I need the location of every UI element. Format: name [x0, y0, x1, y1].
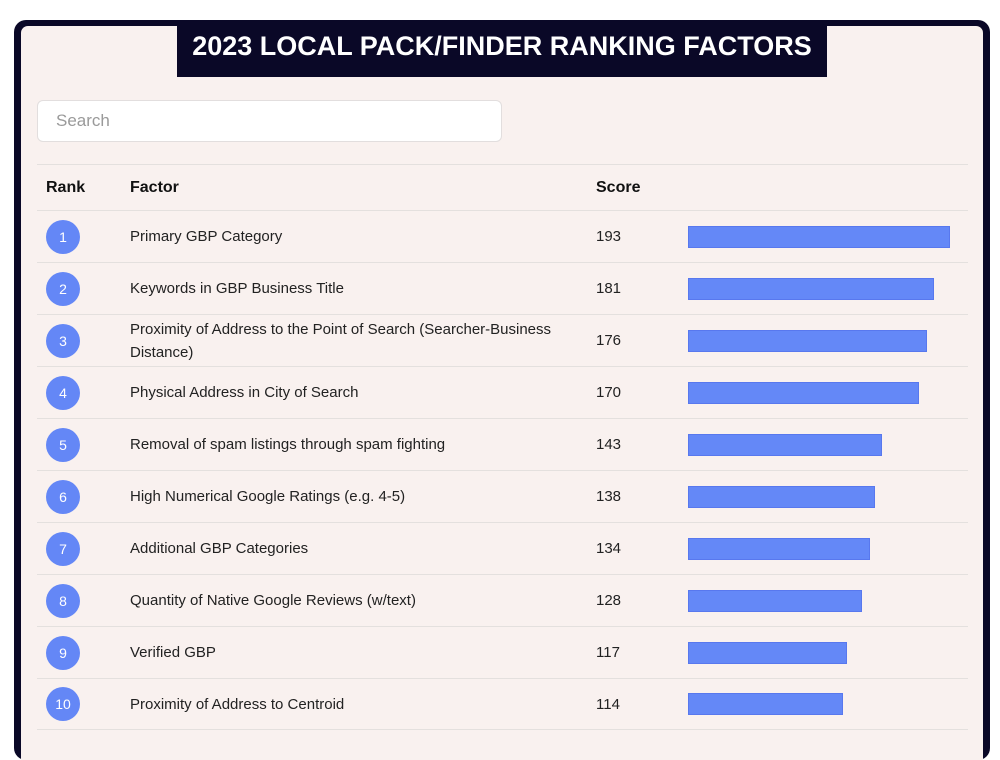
rank-badge: 8: [46, 583, 80, 618]
factor-name: Physical Address in City of Search: [130, 384, 359, 401]
score-bar: [688, 693, 843, 715]
score-bar: [688, 329, 927, 352]
score-value: 134: [596, 540, 622, 557]
score-value: 181: [596, 280, 622, 297]
title-banner: 2023 LOCAL PACK/FINDER RANKING FACTORS: [177, 20, 827, 77]
table-header: Rank Factor Score: [37, 164, 968, 210]
rank-badge: 7: [46, 531, 80, 566]
table-row: 4 Physical Address in City of Search 170: [37, 366, 968, 418]
score-bar: [688, 225, 950, 248]
score-bar: [688, 381, 919, 404]
table-row: 6 High Numerical Google Ratings (e.g. 4-…: [37, 470, 968, 522]
factor-name: Keywords in GBP Business Title: [130, 280, 344, 297]
score-bar: [688, 589, 862, 612]
rank-badge: 1: [46, 219, 80, 254]
rank-badge: 9: [46, 635, 80, 670]
score-value: 170: [596, 384, 622, 401]
score-value: 117: [596, 644, 620, 661]
page-title: 2023 LOCAL PACK/FINDER RANKING FACTORS: [192, 31, 812, 61]
table-row: 7 Additional GBP Categories 134: [37, 522, 968, 574]
factor-name: Quantity of Native Google Reviews (w/tex…: [130, 592, 416, 609]
score-value: 128: [596, 592, 622, 609]
table-row: 1 Primary GBP Category 193: [37, 210, 968, 262]
factor-name: High Numerical Google Ratings (e.g. 4-5): [130, 488, 406, 505]
table-row: 10 Proximity of Address to Centroid 114: [37, 678, 968, 730]
rank-badge: 10: [46, 687, 80, 721]
score-bar: [688, 277, 934, 300]
table-row: 8 Quantity of Native Google Reviews (w/t…: [37, 574, 968, 626]
ranking-panel: 2023 LOCAL PACK/FINDER RANKING FACTORS R…: [21, 20, 983, 760]
ranking-widget-frame: 2023 LOCAL PACK/FINDER RANKING FACTORS R…: [14, 20, 990, 760]
table-row: 5 Removal of spam listings through spam …: [37, 418, 968, 470]
column-header-factor[interactable]: Factor: [130, 179, 179, 196]
factor-name: Proximity of Address to the Point of Sea…: [130, 320, 552, 361]
rank-badge: 3: [46, 323, 80, 358]
column-header-bar: [688, 165, 968, 210]
factor-name: Verified GBP: [130, 644, 216, 661]
score-bar: [688, 537, 870, 560]
rank-badge: 4: [46, 375, 80, 410]
column-header-score[interactable]: Score: [596, 178, 641, 196]
score-value: 176: [596, 332, 622, 349]
table-row: 3 Proximity of Address to the Point of S…: [37, 314, 968, 366]
rank-badge: 5: [46, 427, 80, 462]
score-bar: [688, 641, 847, 664]
factor-name: Proximity of Address to Centroid: [130, 695, 345, 713]
score-value: 138: [596, 488, 622, 505]
score-value: 114: [596, 695, 620, 713]
factor-name: Removal of spam listings through spam fi…: [130, 436, 446, 453]
column-header-rank[interactable]: Rank: [46, 178, 86, 196]
table-row: 2 Keywords in GBP Business Title 181: [37, 262, 968, 314]
table-row: 9 Verified GBP 117: [37, 626, 968, 678]
factor-name: Additional GBP Categories: [130, 540, 309, 557]
rank-badge: 2: [46, 271, 80, 306]
score-value: 143: [596, 436, 622, 453]
score-bar: [688, 433, 882, 456]
search-input[interactable]: [37, 100, 502, 142]
factor-name: Primary GBP Category: [130, 228, 283, 245]
ranking-table: Rank Factor Score 1 Primary GBP Category…: [37, 164, 968, 730]
score-bar: [688, 485, 875, 508]
rank-badge: 6: [46, 479, 80, 514]
score-value: 193: [596, 228, 622, 245]
